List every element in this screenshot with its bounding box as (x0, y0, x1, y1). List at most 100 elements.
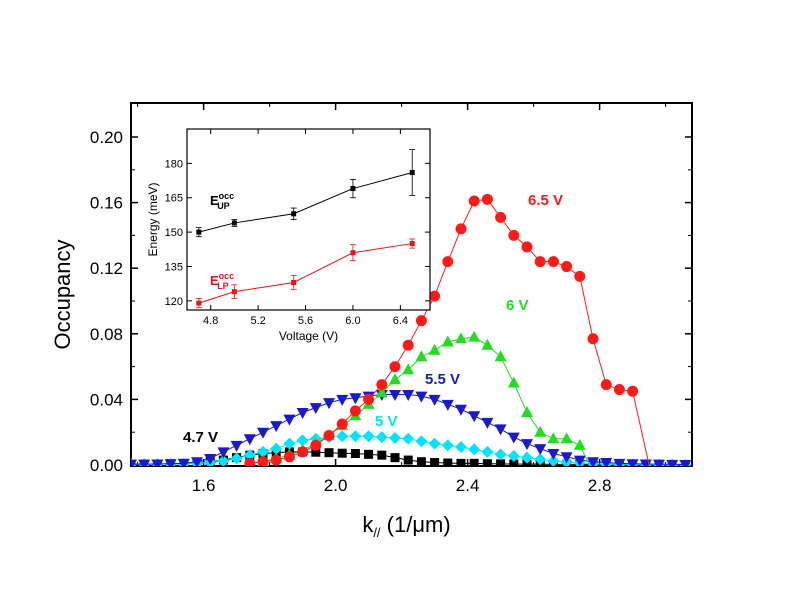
series-group (131, 193, 692, 466)
data-point (534, 256, 546, 268)
data-point (494, 424, 507, 436)
x-tick-label: 2.8 (588, 476, 612, 495)
series-line-tail (579, 445, 591, 466)
data-point (377, 450, 387, 460)
data-point (296, 408, 309, 420)
inset-data-point (231, 220, 237, 226)
data-point (561, 261, 573, 273)
series-label: 6.5 V (528, 192, 563, 209)
data-point (415, 391, 428, 403)
main-plot: 1.6 2.0 2.4 2.8 0.00 0.04 0.08 0.12 0.16 0.20 Occu… (50, 102, 693, 540)
x-tick-label: 2.4 (456, 476, 480, 495)
inset-x-axis-title: Voltage (V) (279, 329, 338, 343)
inset-label-sub: LP (217, 281, 229, 291)
data-point (230, 440, 243, 452)
data-point (442, 256, 454, 268)
data-point (495, 211, 507, 223)
data-point (600, 458, 613, 466)
data-point (364, 449, 374, 459)
data-point (270, 454, 282, 466)
y-axis-title: Occupancy (50, 239, 75, 349)
data-point (389, 389, 401, 401)
data-point (270, 442, 283, 455)
data-point (455, 223, 467, 235)
data-point (600, 379, 612, 391)
data-point (626, 459, 639, 466)
data-point (468, 330, 481, 342)
data-point (468, 411, 481, 423)
data-point (573, 455, 586, 466)
data-point (456, 458, 466, 466)
inset-plot: 4.8 5.2 5.6 6.0 6.4 120 135 150 165 180 Voltage (V… (146, 128, 431, 343)
series-label: 4.7 V (183, 429, 218, 446)
data-point (151, 459, 164, 466)
inset-series-up (195, 149, 416, 238)
data-point (441, 399, 454, 411)
x-axis-title-main: k (362, 512, 374, 537)
data-point (455, 332, 467, 344)
inset-data-point (196, 300, 202, 306)
data-point (389, 431, 401, 444)
data-point (310, 439, 322, 451)
data-point (257, 456, 269, 466)
data-point (507, 376, 520, 388)
data-point (309, 403, 322, 415)
data-point (415, 350, 428, 362)
main-plot-frame (130, 102, 693, 467)
x-tick-label: 1.6 (192, 476, 216, 495)
x-axis-title: k// (1/μm) (362, 512, 450, 540)
data-point (336, 430, 349, 443)
data-point (349, 430, 362, 443)
data-point (481, 417, 494, 429)
data-point (257, 427, 269, 439)
inset-data-point (409, 241, 415, 247)
data-point (534, 425, 547, 437)
data-point (666, 459, 679, 466)
data-point (521, 439, 533, 451)
inset-y-axis-title: Energy (meV) (146, 182, 160, 256)
data-point (521, 406, 533, 418)
x-axis-title-unit: (1/μm) (381, 512, 451, 537)
data-point (468, 443, 481, 456)
series-label: 5.5 V (425, 371, 460, 388)
series-6-5-v (244, 193, 639, 466)
y-tick-label: 0.20 (90, 128, 123, 147)
series-6-v (244, 330, 586, 466)
data-point (230, 452, 243, 465)
inset-data-point (291, 211, 297, 217)
data-point (560, 432, 573, 444)
data-point (509, 459, 519, 466)
data-point (534, 453, 547, 466)
series-label: 6 V (506, 297, 529, 314)
data-point (573, 438, 586, 450)
data-point (521, 451, 533, 464)
data-point (244, 457, 256, 466)
inset-label-main: E (210, 273, 219, 288)
inset-series-label: Eocc UP (210, 191, 234, 211)
data-point (455, 440, 467, 453)
inset-label-main: E (210, 193, 219, 208)
data-point (138, 459, 151, 466)
data-point (402, 389, 415, 401)
data-point (311, 447, 321, 457)
inset-data-point (409, 170, 415, 176)
data-point (481, 445, 494, 458)
data-point (469, 458, 479, 466)
inset-y-tick-label: 180 (165, 158, 183, 170)
data-point (164, 459, 177, 466)
inset-label-sub: UP (217, 201, 230, 211)
data-point (363, 393, 375, 405)
data-point (455, 404, 467, 416)
data-point (587, 457, 599, 466)
data-point (257, 445, 269, 458)
y-tick-label: 0.08 (90, 325, 123, 344)
series-5-5-v (131, 389, 692, 466)
y-tick-label: 0.16 (90, 194, 123, 213)
data-point (375, 431, 388, 444)
inset-frame (186, 128, 431, 311)
data-point (191, 457, 203, 466)
data-point (547, 449, 560, 461)
x-tick-label: 2.0 (324, 476, 348, 495)
data-point (283, 437, 296, 450)
data-point (376, 379, 388, 391)
